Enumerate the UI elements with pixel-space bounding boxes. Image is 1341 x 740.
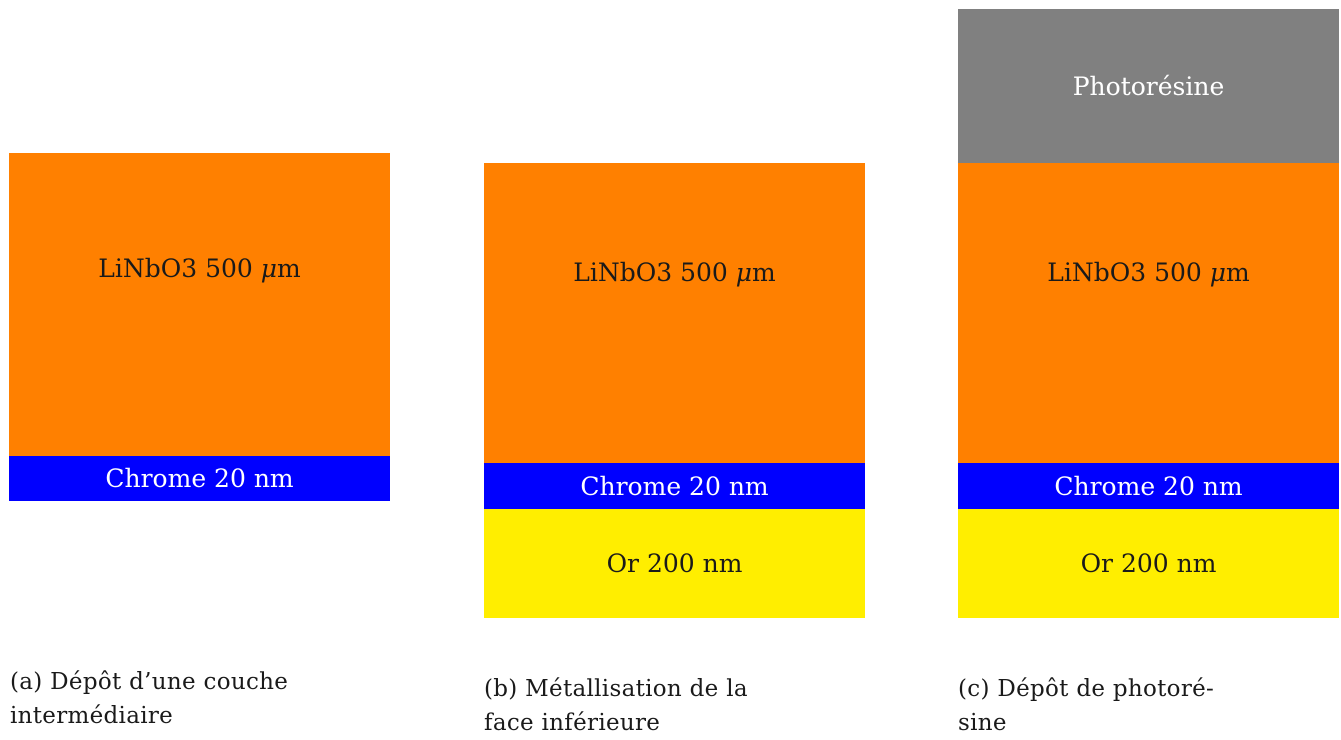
chrome-label: Chrome 20 nm [1054, 471, 1243, 501]
chrome-layer: Chrome 20 nm [9, 456, 390, 501]
caption-b: (b) Métallisation de la face inférieure [484, 672, 748, 740]
micro-symbol: μ [260, 254, 278, 283]
gold-layer: Or 200 nm [484, 509, 865, 618]
lithium-niobate-label-text: LiNbO3 500 [1047, 258, 1210, 287]
gold-label: Or 200 nm [606, 549, 743, 578]
unit-label: m [752, 258, 776, 287]
lithium-niobate-label: LiNbO3 500 μm [9, 254, 390, 283]
lithium-niobate-label-text: LiNbO3 500 [98, 254, 261, 283]
caption-c: (c) Dépôt de photoré- sine [958, 672, 1214, 740]
unit-label: m [1226, 258, 1250, 287]
unit-label: m [277, 254, 301, 283]
photoresist-label: Photorésine [1072, 71, 1225, 101]
caption-c-line2: sine [958, 710, 1007, 736]
micro-symbol: μ [735, 258, 753, 287]
lithium-niobate-layer: LiNbO3 500 μm [484, 163, 865, 463]
lithium-niobate-layer: LiNbO3 500 μm [958, 163, 1339, 463]
caption-b-line1: (b) Métallisation de la [484, 676, 748, 702]
micro-symbol: μ [1209, 258, 1227, 287]
photoresist-layer: Photorésine [958, 9, 1339, 163]
chrome-label: Chrome 20 nm [580, 471, 769, 501]
chrome-layer: Chrome 20 nm [484, 463, 865, 509]
caption-b-line2: face inférieure [484, 710, 661, 736]
caption-a-line2: intermédiaire [10, 703, 174, 729]
chrome-label: Chrome 20 nm [105, 464, 294, 493]
caption-a-line1: (a) Dépôt d’une couche [10, 669, 289, 695]
chrome-layer: Chrome 20 nm [958, 463, 1339, 509]
lithium-niobate-label-text: LiNbO3 500 [573, 258, 736, 287]
caption-c-line1: (c) Dépôt de photoré- [958, 676, 1215, 702]
lithium-niobate-label: LiNbO3 500 μm [958, 258, 1339, 287]
lithium-niobate-layer: LiNbO3 500 μm [9, 153, 390, 456]
gold-label: Or 200 nm [1080, 549, 1217, 578]
gold-layer: Or 200 nm [958, 509, 1339, 618]
caption-a: (a) Dépôt d’une couche intermédiaire [10, 665, 288, 733]
lithium-niobate-label: LiNbO3 500 μm [484, 258, 865, 287]
